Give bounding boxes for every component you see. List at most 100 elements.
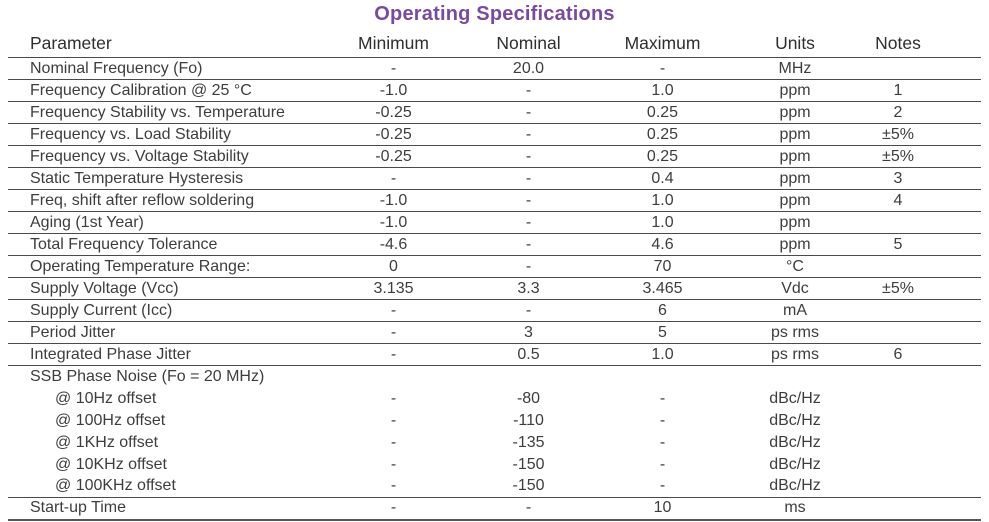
spec-table-body: Nominal Frequency (Fo) -20.0- MHz Frequency… — [8, 57, 981, 521]
notes-cell: ±5% — [860, 277, 981, 300]
notes-cell — [860, 299, 981, 322]
maximum-cell: 6 — [595, 299, 730, 322]
parameter-cell: Freq, shift after reflow soldering — [8, 189, 325, 212]
notes-cell: 4 — [860, 189, 981, 212]
parameter-cell: Total Frequency Tolerance — [8, 233, 325, 256]
minimum-cell: - — [325, 497, 462, 521]
units-cell: dBc/Hz — [769, 411, 821, 429]
notes-cell — [860, 57, 981, 80]
maximum-cell: - — [595, 57, 730, 80]
minimum-cell: - — [325, 343, 462, 366]
notes-cell — [860, 497, 981, 521]
units-cell: ppm — [730, 233, 860, 256]
nominal-cell: - — [462, 123, 595, 146]
parameter-cell: Integrated Phase Jitter — [8, 343, 325, 366]
units-cell: MHz — [730, 57, 860, 80]
minimum-cell: - — [325, 57, 462, 80]
minimum-cell: -1.0 — [325, 79, 462, 102]
maximum-cell: 1.0 — [595, 79, 730, 102]
units-cell: ppm — [730, 211, 860, 234]
minimum-cell: -0.25 — [325, 101, 462, 124]
units-cell: dBc/Hz — [769, 455, 821, 473]
units-cell: dBc/Hz — [730, 475, 860, 498]
operating-specifications-table: Parameter Minimum Nominal Maximum Units … — [8, 32, 981, 521]
maximum-cell: 10 — [595, 497, 730, 521]
nominal-cell: -110 — [513, 411, 544, 429]
table-row: @ 1KHz offset - -135 - dBc/Hz — [8, 432, 981, 454]
nominal-cell: - — [462, 167, 595, 190]
notes-cell: 1 — [860, 79, 981, 102]
table-row: Period Jitter -3 5 ps rms — [8, 321, 981, 344]
column-header-nominal: Nominal — [462, 32, 595, 58]
column-header-notes: Notes — [860, 32, 981, 58]
maximum-cell: 0.25 — [595, 101, 730, 124]
units-cell: mA — [730, 299, 860, 322]
table-row: Frequency vs. Load Stability -0.25-0.25 pp… — [8, 123, 981, 146]
units-cell: ppm — [730, 123, 860, 146]
units-cell: ppm — [730, 145, 860, 168]
minimum-cell: - — [390, 455, 397, 473]
minimum-cell: - — [325, 475, 462, 498]
notes-cell: ±5% — [860, 123, 981, 146]
parameter-cell: SSB Phase Noise (Fo = 20 MHz) — [30, 367, 265, 385]
nominal-cell: - — [462, 497, 595, 521]
maximum-cell: 1.0 — [595, 211, 730, 234]
maximum-cell: 1.0 — [595, 343, 730, 366]
table-row: Supply Current (Icc) - -6 mA — [8, 299, 981, 322]
maximum-cell: 5 — [595, 321, 730, 344]
table-row: Start-up Time - -10 ms — [8, 497, 981, 521]
parameter-cell: Frequency Calibration @ 25 °C — [8, 79, 325, 102]
units-cell: dBc/Hz — [769, 433, 821, 451]
maximum-cell: 1.0 — [595, 189, 730, 212]
nominal-cell: - — [462, 79, 595, 102]
notes-cell: ±5% — [860, 145, 981, 168]
nominal-cell: 3 — [462, 321, 595, 344]
parameter-cell: @ 10Hz offset — [55, 389, 157, 407]
minimum-cell: -0.25 — [325, 123, 462, 146]
column-header-maximum: Maximum — [595, 32, 730, 58]
parameter-cell: Start-up Time — [8, 497, 325, 521]
parameter-cell: Static Temperature Hysteresis — [8, 167, 325, 190]
table-row: @ 100Hz offset - -110 - dBc/Hz — [8, 410, 981, 432]
notes-cell: 6 — [860, 343, 981, 366]
table-row: Total Frequency Tolerance -4.6-4.6 ppm 5 — [8, 233, 981, 256]
nominal-cell — [462, 366, 595, 388]
header-row: Parameter Minimum Nominal Maximum Units … — [8, 32, 981, 58]
table-row: Aging (1st Year) -1.0-1.0 ppm — [8, 211, 981, 234]
nominal-cell: - — [462, 101, 595, 124]
units-cell: ppm — [730, 189, 860, 212]
nominal-cell: -150 — [512, 455, 545, 473]
notes-cell — [860, 432, 981, 454]
parameter-cell: Frequency vs. Load Stability — [8, 123, 325, 146]
notes-cell — [860, 366, 981, 388]
maximum-cell: 4.6 — [595, 233, 730, 256]
table-row: Supply Voltage (Vcc) 3.135 3.3 3.465 Vdc ±5% — [8, 277, 981, 300]
nominal-cell: - — [462, 189, 595, 212]
nominal-cell: 0.5 — [462, 343, 595, 366]
table-row: Static Temperature Hysteresis - -0.4 ppm 3 — [8, 167, 981, 190]
column-header-units: Units — [730, 32, 860, 58]
table-row: Integrated Phase Jitter -0.5 1.0 ps rms 6 — [8, 343, 981, 366]
column-header-parameter: Parameter — [8, 32, 325, 58]
table-row: Nominal Frequency (Fo) -20.0- MHz — [8, 57, 981, 80]
nominal-cell: - — [462, 299, 595, 322]
maximum-cell: 0.25 — [595, 145, 730, 168]
parameter-cell: Supply Voltage (Vcc) — [8, 277, 325, 300]
table-header: Parameter Minimum Nominal Maximum Units … — [8, 32, 981, 58]
parameter-cell: @ 1KHz offset — [55, 433, 159, 451]
minimum-cell: -0.25 — [325, 145, 462, 168]
table-row: Frequency Calibration @ 25 °C -1.0-1.0 ppm… — [8, 79, 981, 102]
minimum-cell: - — [390, 433, 397, 451]
units-cell: °C — [730, 255, 860, 278]
nominal-cell: 20.0 — [462, 57, 595, 80]
units-cell: ppm — [730, 79, 860, 102]
units-cell: ppm — [730, 101, 860, 124]
nominal-cell: - — [462, 145, 595, 168]
maximum-cell — [595, 366, 730, 388]
minimum-cell: 0 — [325, 255, 462, 278]
minimum-cell — [325, 366, 462, 388]
maximum-cell: - — [659, 411, 666, 429]
column-header-minimum: Minimum — [325, 32, 462, 58]
table-row: Freq, shift after reflow soldering -1.0-1… — [8, 189, 981, 212]
nominal-cell: -80 — [516, 389, 541, 407]
